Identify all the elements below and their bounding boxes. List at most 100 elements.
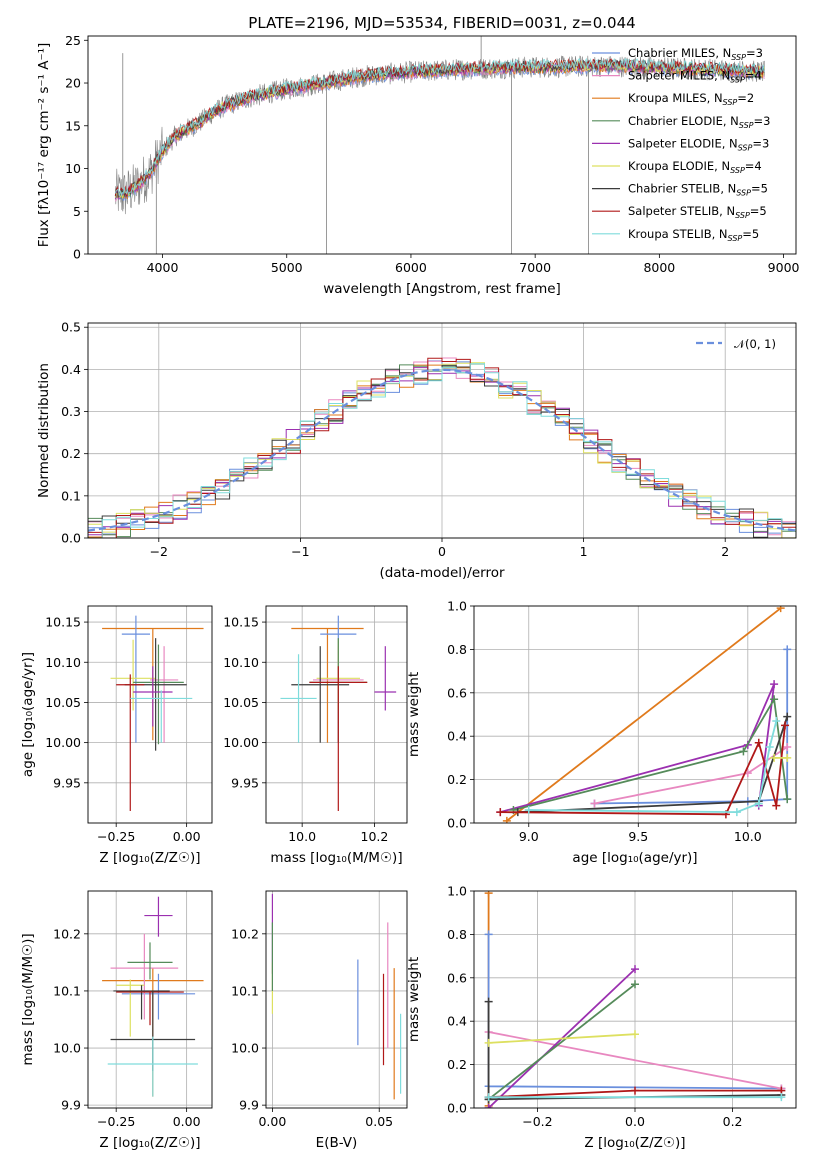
x-tick-label: 0.00 [258, 1114, 286, 1129]
data-point-7 [116, 674, 145, 811]
chart-title: PLATE=2196, MJD=53534, FIBERID=0031, z=0… [248, 14, 635, 32]
plot-area [114, 36, 765, 254]
y-axis-label: mass weight [406, 672, 422, 757]
plot-area [280, 615, 397, 811]
panel-6: 0.00 0.05 9.9 10.0 10.1 10.2 E(B-V) [231, 890, 408, 1151]
legend-entry-text: Chabrier MILES, N [628, 46, 731, 60]
y-tick-label: 10.2 [53, 926, 81, 941]
x-tick-label: 10.0 [734, 829, 762, 844]
legend-entry-text: Kroupa ELODIE, N [628, 159, 730, 173]
x-axis-label: wavelength [Angstrom, rest frame] [323, 281, 561, 297]
y-tick-label: 0.2 [447, 772, 467, 787]
legend-entry: Salpeter ELODIE, NSSP=3 [628, 136, 769, 152]
series-marker [781, 721, 790, 730]
series-line [488, 1033, 636, 1044]
legend-entry-subscript: SSP [735, 211, 750, 220]
panel-2: −0.25 0.00 9.95 10.00 10.05 10.10 10.15 Z [log₁… [20, 605, 213, 866]
y-tick-label: 10.00 [45, 735, 81, 750]
y-tick-label: 10 [65, 161, 81, 176]
axes-frame [87, 890, 213, 1109]
legend-entry-text: Kroupa STELIB, N [628, 227, 728, 241]
series-marker [783, 795, 792, 804]
x-tick-label: −0.2 [522, 1114, 552, 1129]
model-spectrum-8 [114, 57, 765, 197]
series-marker [496, 808, 505, 817]
x-tick-label: −0.25 [97, 829, 135, 844]
x-tick-label: 8000 [643, 260, 675, 275]
x-tick-label: 7000 [519, 260, 551, 275]
y-tick-label: 0 [73, 247, 81, 262]
y-tick-label: 0.6 [447, 685, 467, 700]
plot-area [484, 891, 786, 1108]
y-tick-label: 0.2 [61, 446, 81, 461]
model-spectrum-3 [115, 60, 765, 199]
residual-histogram-8 [88, 363, 796, 538]
series-8 [484, 1093, 786, 1102]
x-axis-label: age [log₁₀(age/yr)] [572, 850, 697, 866]
x-tick-label: 0.05 [365, 1114, 393, 1129]
axes-frame [87, 35, 797, 255]
legend-entry-count: =3 [752, 136, 769, 150]
x-axis-label: Z [log₁₀(Z/Z☉)] [99, 850, 200, 866]
y-tick-label: 1.0 [447, 884, 467, 899]
series-marker [783, 743, 792, 752]
series-marker [502, 816, 511, 823]
series-marker [739, 747, 748, 756]
y-tick-label: 10.10 [45, 655, 81, 670]
series-marker [631, 1030, 639, 1039]
data-point-4 [133, 644, 184, 745]
data-point-3 [116, 979, 145, 1037]
series-line [594, 649, 789, 805]
legend-entry-subscript: SSP [738, 143, 753, 152]
series-marker [484, 891, 493, 898]
x-tick-label: 9000 [768, 260, 800, 275]
legend-entry-text: Salpeter MILES, N [628, 69, 730, 83]
y-tick-label: 0.0 [447, 816, 467, 831]
series-marker [772, 801, 781, 810]
y-tick-label: 20 [65, 76, 81, 91]
series-marker [754, 799, 763, 808]
plot-area [88, 357, 796, 538]
series-marker [770, 680, 779, 689]
y-tick-label: 0.4 [447, 729, 467, 744]
y-tick-label: 1.0 [447, 599, 467, 614]
legend-entry-count: =4 [745, 159, 762, 173]
x-tick-label: −1 [291, 544, 309, 559]
y-tick-label: 0.4 [61, 362, 81, 377]
legend-entry: Chabrier STELIB, NSSP=5 [628, 182, 768, 198]
panel-3: 10.0 10.2 9.95 10.00 10.05 10.10 10.15 mass [lo… [223, 605, 408, 866]
legend-entry: Chabrier ELODIE, NSSP=3 [628, 114, 770, 130]
legend-entry-text: Kroupa MILES, N [628, 91, 723, 105]
legend-entry: Salpeter MILES, NSSP=4 [628, 69, 762, 85]
y-tick-label: 0.3 [61, 404, 81, 419]
series-line [594, 746, 788, 805]
legend-entry-text: Salpeter ELODIE, N [628, 136, 738, 150]
series-marker [631, 965, 639, 974]
legend-entry-text: Chabrier ELODIE, N [628, 114, 739, 128]
y-axis-label: mass weight [406, 957, 422, 1042]
series-7 [770, 753, 792, 762]
y-tick-label: 0.8 [447, 927, 467, 942]
y-tick-label: 0.8 [447, 642, 467, 657]
x-tick-label: 2 [721, 544, 729, 559]
y-tick-label: 10.15 [45, 615, 81, 630]
legend-entry-subscript: SSP [723, 98, 738, 107]
x-tick-label: −0.25 [97, 1114, 135, 1129]
model-spectrum-1 [114, 61, 765, 202]
y-tick-label: 9.9 [61, 1098, 81, 1113]
y-tick-label: 9.95 [231, 775, 259, 790]
series-marker [776, 606, 785, 613]
data-point-3 [110, 639, 156, 711]
series-marker [770, 753, 779, 762]
normal-curve [88, 368, 796, 532]
data-point-6 [133, 666, 173, 727]
x-tick-label: 0.00 [173, 1114, 201, 1129]
legend-entry-subscript: SSP [731, 53, 746, 62]
axes-frame [473, 605, 797, 824]
data-point-7 [309, 666, 368, 811]
model-spectrum-0 [114, 62, 765, 201]
y-tick-label: 0.6 [447, 970, 467, 985]
legend-entry-count: =3 [754, 114, 771, 128]
y-tick-label: 0.1 [61, 488, 81, 503]
